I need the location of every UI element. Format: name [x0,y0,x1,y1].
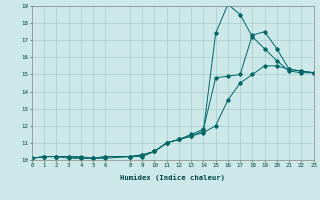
X-axis label: Humidex (Indice chaleur): Humidex (Indice chaleur) [120,174,225,181]
